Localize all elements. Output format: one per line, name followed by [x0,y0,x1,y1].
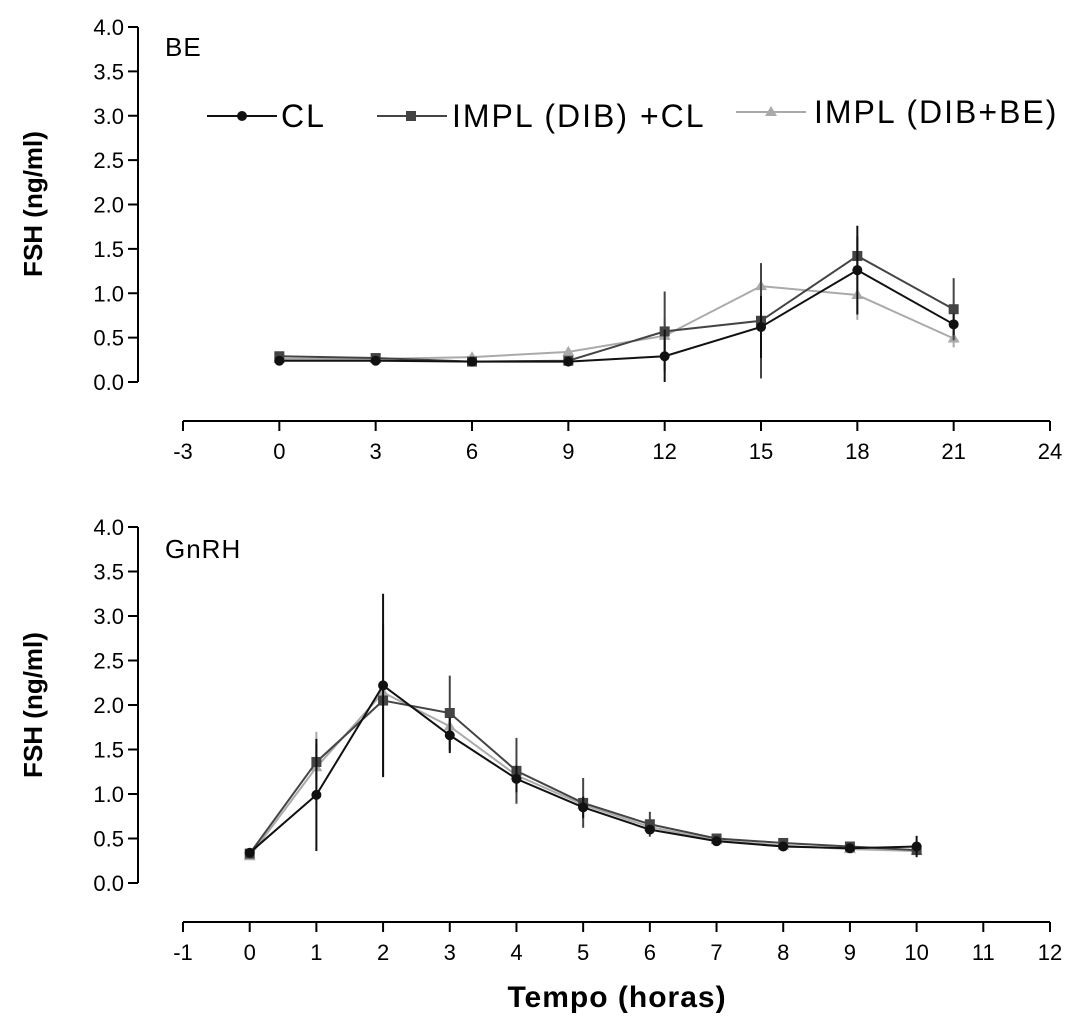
series-cl [244,593,922,858]
x-tick-label: 3 [370,439,382,464]
legend-marker-impl-dib-be [765,106,777,116]
x-tick-label: 0 [244,940,256,965]
x-tick-label: 11 [972,940,995,965]
series-line [279,269,955,363]
x-tick-label: 5 [577,940,589,965]
data-point [578,802,589,813]
y-tick-label: 3.0 [93,604,124,629]
data-point [563,356,574,367]
data-point [948,319,959,330]
data-point [444,708,455,719]
y-tick-label: 2.5 [93,148,124,173]
x-tick-label: 7 [710,940,722,965]
x-tick-label: 10 [904,940,928,965]
x-tick-label: -3 [173,439,193,464]
data-point [562,345,575,356]
y-tick-label: 3.0 [93,104,124,129]
legend-label-cl: CL [281,98,326,134]
x-tick-label: 0 [273,439,285,464]
series-impl-dib-be [243,683,923,861]
y-tick-label: 4.0 [93,15,124,40]
x-tick-label: 15 [749,439,773,464]
y-axis-label: FSH (ng/ml) [18,131,48,277]
legend-label-impl-dib-be: IMPL (DIB+BE) [814,94,1058,130]
x-tick-label: 2 [377,940,389,965]
data-point [852,265,863,276]
x-tick-label: 21 [941,439,965,464]
y-tick-label: 3.5 [93,560,124,585]
y-tick-label: 1.0 [93,782,124,807]
x-ticks: -3 0 3 6 9 12 15 18 21 24 [173,421,1062,464]
panel-be: 0.0 0.5 1.0 1.5 2.0 2.5 3.0 3.5 4.0 -3 0 3 6 9 12 15 18… [18,15,1062,464]
panel-gnrh: 0.00.51.01.52.02.53.03.54.0 -1 0 1 2 3 4 5 6 7 8 9… [18,515,1062,1014]
series-line [279,254,955,363]
data-point [844,843,855,854]
data-point [370,355,381,366]
data-point [659,351,670,362]
series-cl [274,225,959,382]
y-tick-label: 1.5 [93,237,124,262]
x-tick-label: 6 [644,940,656,965]
legend-label-impl-dib-cl: IMPL (DIB) +CL [452,98,706,134]
y-tick-label: 0.5 [93,827,124,852]
data-point [467,356,477,367]
y-ticks: 0.0 0.5 1.0 1.5 2.0 2.5 3.0 3.5 4.0 [93,515,138,896]
series-impl-dib-cl [244,624,922,859]
series-group [243,593,923,861]
x-tick-label: 12 [1038,940,1062,965]
legend-item-impl-dib-cl: IMPL (DIB) +CL [377,98,706,134]
series-line [248,699,917,855]
y-ticks: 0.0 0.5 1.0 1.5 2.0 2.5 3.0 3.5 4.0 [93,15,138,395]
x-axis-label: Tempo (horas) [507,981,726,1014]
data-point [711,836,722,847]
x-tick-label: 9 [562,439,574,464]
x-tick-label: 4 [510,940,522,965]
y-tick-label: 2.5 [93,649,124,674]
data-point [274,355,285,366]
data-point [511,773,522,784]
y-tick-label: 4.0 [93,515,124,540]
y-tick-label: 0.0 [93,370,124,395]
x-tick-label: 3 [444,940,456,965]
legend-marker-cl [237,111,247,121]
legend-marker-impl-dib-cl [406,111,416,121]
x-tick-label: 8 [777,940,789,965]
series-group [273,225,960,382]
panel-label: BE [165,32,202,62]
data-point [644,824,655,835]
y-tick-label: 0.0 [93,871,124,896]
y-tick-label: 1.0 [93,281,124,306]
x-tick-label: 6 [466,439,478,464]
x-ticks: -1 0 1 2 3 4 5 6 7 8 9 10 11 12 [173,922,1062,965]
legend-item-impl-dib-be: IMPL (DIB+BE) [736,94,1058,130]
y-tick-label: 2.0 [93,693,124,718]
data-point [911,841,922,852]
data-point [778,841,789,852]
series-line [248,691,917,857]
x-tick-label: 24 [1038,439,1062,464]
data-point [948,304,959,315]
y-tick-label: 1.5 [93,738,124,763]
data-point [244,847,255,858]
x-tick-label: 1 [310,940,322,965]
x-tick-label: 9 [844,940,856,965]
data-point [644,819,655,830]
y-tick-label: 3.5 [93,59,124,84]
x-tick-label: -1 [173,940,193,965]
y-axis-label: FSH (ng/ml) [18,632,48,778]
data-point [756,321,766,332]
panel-label: GnRH [165,534,241,564]
x-tick-label: 12 [652,439,676,464]
data-point [444,730,455,741]
legend-item-cl: CL [207,98,326,134]
y-tick-label: 2.0 [93,193,124,218]
data-point [311,789,322,800]
x-tick-label: 18 [845,439,869,464]
legend: CL IMPL (DIB) +CL IMPL (DIB+BE) [207,94,1058,134]
data-point [378,680,389,691]
y-tick-label: 0.5 [93,326,124,351]
